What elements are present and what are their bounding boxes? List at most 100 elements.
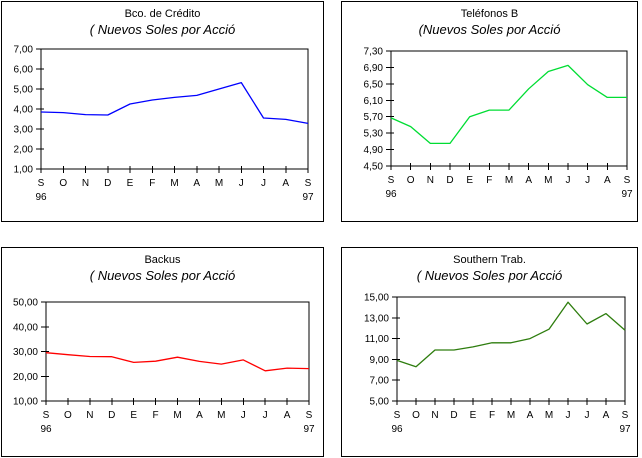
data-series-line — [390, 64, 627, 145]
y-axis-tick-label: 3,00 — [14, 125, 34, 136]
x-axis-category-label: J — [566, 410, 571, 421]
x-axis-category-label: O — [64, 410, 72, 421]
x-axis-year-end-label: 97 — [303, 424, 315, 435]
x-axis-year-start-label: 96 — [35, 192, 47, 203]
x-axis-category-label: S — [43, 410, 50, 421]
x-axis-category-label: O — [407, 175, 415, 186]
x-axis-category-label: A — [196, 410, 203, 421]
chart-subtitle: ( Nuevos Soles por Acció — [416, 268, 563, 283]
y-axis-tick-label: 4,00 — [14, 105, 34, 116]
x-axis-category-label: A — [284, 410, 291, 421]
plot-area-border — [396, 296, 626, 402]
x-axis-category-label: M — [217, 410, 225, 421]
x-axis-category-label: S — [38, 178, 45, 189]
x-axis-category-label: D — [104, 178, 111, 189]
chart-title: Teléfonos B — [460, 8, 519, 20]
x-axis-category-label: A — [282, 178, 289, 189]
x-axis-category-label: O — [59, 178, 67, 189]
y-axis-tick-label: 40,00 — [13, 322, 38, 333]
x-axis-category-label: E — [130, 410, 137, 421]
x-axis-category-label: D — [446, 175, 453, 186]
chart-title: Southern Trab. — [453, 254, 526, 266]
x-axis-category-label: J — [585, 410, 590, 421]
x-axis-category-label: F — [149, 178, 155, 189]
y-axis-tick-label: 4,90 — [364, 145, 384, 156]
y-axis-tick-label: 7,30 — [364, 47, 384, 58]
y-axis-tick-label: 15,00 — [364, 293, 389, 304]
x-axis-category-label: S — [305, 178, 312, 189]
chart-title: Bco. de Crédito — [124, 8, 201, 20]
x-axis-category-label: M — [170, 178, 178, 189]
x-axis-category-label: E — [470, 410, 477, 421]
x-axis-category-label: F — [489, 410, 495, 421]
y-axis-tick-label: 20,00 — [13, 372, 38, 383]
x-axis-category-label: N — [427, 175, 434, 186]
x-axis-category-label: A — [525, 175, 532, 186]
data-series-line — [396, 301, 626, 368]
plot-area-border — [390, 50, 628, 167]
y-axis-tick-label: 4,50 — [364, 162, 384, 173]
x-axis-category-label: S — [306, 410, 313, 421]
chart-title: Backus — [144, 254, 181, 266]
y-axis-tick-label: 5,30 — [364, 129, 384, 140]
x-axis-year-end-label: 97 — [302, 192, 314, 203]
x-axis-year-end-label: 97 — [621, 189, 633, 200]
x-axis-category-label: J — [263, 410, 268, 421]
x-axis-year-start-label: 96 — [40, 424, 52, 435]
y-axis-tick-label: 5,00 — [370, 397, 390, 408]
y-axis-tick-label: 2,00 — [14, 145, 34, 156]
x-axis-category-label: F — [153, 410, 159, 421]
line-chart-backus: 50,00 40,00 30,00 20,00 10,00 S O N D E F M A M J J A S 96… — [13, 298, 315, 436]
x-axis-category-label: S — [622, 410, 629, 421]
x-axis-category-label: A — [603, 410, 610, 421]
chart-subtitle: ( Nuevos Soles por Acció — [89, 268, 236, 283]
x-axis-category-label: A — [604, 175, 611, 186]
x-axis-category-label: M — [545, 410, 553, 421]
panel-southern-trab: Southern Trab. ( Nuevos Soles por Acció … — [341, 247, 638, 457]
y-axis-tick-label: 9,00 — [370, 355, 390, 366]
chart-subtitle: (Nuevos Soles por Acció — [418, 22, 561, 37]
y-axis-tick-label: 50,00 — [13, 298, 38, 309]
x-axis-category-label: M — [215, 178, 223, 189]
x-axis-category-label: D — [108, 410, 115, 421]
y-axis-tick-label: 1,00 — [14, 165, 34, 176]
panel-telefonos-b: Teléfonos B (Nuevos Soles por Acció 7,30… — [341, 1, 638, 222]
line-chart-bco-de-credito: 7,00 6,00 5,00 4,00 3,00 2,00 1,00 S O N D E F M A M J J A… — [14, 45, 314, 204]
x-axis-year-start-label: 96 — [385, 189, 397, 200]
x-axis-category-label: E — [466, 175, 473, 186]
x-axis-category-label: N — [431, 410, 438, 421]
x-axis-category-label: M — [173, 410, 181, 421]
y-axis-tick-label: 6,90 — [364, 63, 384, 74]
x-axis-category-label: J — [566, 175, 571, 186]
y-axis-tick-label: 5,00 — [14, 85, 34, 96]
x-axis-category-label: S — [388, 175, 395, 186]
x-axis-year-end-label: 97 — [619, 424, 631, 435]
y-axis-tick-label: 13,00 — [364, 313, 389, 324]
y-axis-tick-label: 6,10 — [364, 96, 384, 107]
data-series-line — [45, 352, 310, 372]
x-axis-category-label: J — [241, 410, 246, 421]
x-axis-category-label: N — [86, 410, 93, 421]
x-axis-category-label: D — [450, 410, 457, 421]
x-axis-category-label: M — [507, 410, 515, 421]
x-axis-category-label: J — [585, 175, 590, 186]
x-axis-category-label: J — [261, 178, 266, 189]
x-axis-category-label: N — [82, 178, 89, 189]
y-axis-tick-label: 6,50 — [364, 79, 384, 90]
y-axis-tick-label: 11,00 — [365, 334, 390, 345]
x-axis-category-label: A — [527, 410, 534, 421]
y-axis-tick-label: 5,70 — [364, 112, 384, 123]
y-axis-tick-label: 7,00 — [14, 45, 34, 56]
y-axis-tick-label: 7,00 — [370, 376, 390, 387]
x-axis-category-label: F — [486, 175, 492, 186]
y-axis-tick-label: 30,00 — [13, 347, 38, 358]
x-axis-category-label: S — [624, 175, 631, 186]
panel-backus: Backus ( Nuevos Soles por Acció 50,00 40,… — [1, 247, 324, 457]
x-axis-category-label: J — [239, 178, 244, 189]
line-chart-telefonos-b: 7,30 6,90 6,50 6,10 5,70 5,30 4,90 4,50 S O N D E F M A… — [364, 47, 633, 201]
y-axis-tick-label: 10,00 — [13, 397, 38, 408]
x-axis-category-label: E — [127, 178, 134, 189]
plot-area-border — [40, 48, 309, 170]
